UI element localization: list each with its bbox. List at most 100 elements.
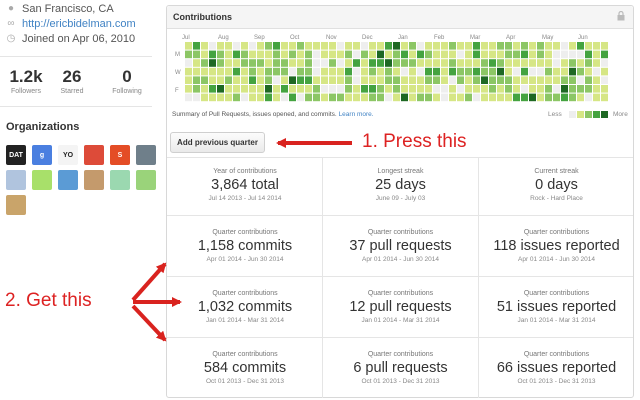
contribution-day[interactable] xyxy=(281,42,288,50)
contribution-day[interactable] xyxy=(593,59,600,67)
contribution-day[interactable] xyxy=(401,42,408,50)
contribution-day[interactable] xyxy=(441,67,448,76)
contribution-day[interactable] xyxy=(249,50,256,59)
contribution-day[interactable] xyxy=(345,50,352,59)
contribution-day[interactable] xyxy=(449,76,456,84)
contribution-day[interactable] xyxy=(313,42,320,50)
contribution-day[interactable] xyxy=(497,50,504,59)
contribution-day[interactable] xyxy=(249,85,256,93)
contribution-day[interactable] xyxy=(593,93,600,102)
contribution-day[interactable] xyxy=(521,85,528,93)
contribution-day[interactable] xyxy=(537,59,544,67)
contribution-day[interactable] xyxy=(193,93,200,102)
contribution-day[interactable] xyxy=(241,85,248,93)
contribution-day[interactable] xyxy=(577,85,584,93)
contribution-day[interactable] xyxy=(297,50,304,59)
contribution-day[interactable] xyxy=(489,85,496,93)
contribution-day[interactable] xyxy=(265,67,272,76)
contribution-day[interactable] xyxy=(313,67,320,76)
contribution-day[interactable] xyxy=(225,59,232,67)
contribution-day[interactable] xyxy=(569,67,576,76)
contribution-day[interactable] xyxy=(433,93,440,102)
contribution-day[interactable] xyxy=(593,50,600,59)
contribution-day[interactable] xyxy=(201,93,208,102)
contribution-day[interactable] xyxy=(505,76,512,84)
contribution-day[interactable] xyxy=(297,42,304,50)
contribution-day[interactable] xyxy=(313,50,320,59)
contribution-day[interactable] xyxy=(377,76,384,84)
contribution-day[interactable] xyxy=(313,76,320,84)
contribution-day[interactable] xyxy=(473,59,480,67)
contribution-day[interactable] xyxy=(209,93,216,102)
contribution-day[interactable] xyxy=(537,85,544,93)
contribution-day[interactable] xyxy=(473,93,480,102)
contribution-day[interactable] xyxy=(449,42,456,50)
contribution-day[interactable] xyxy=(217,42,224,50)
contribution-day[interactable] xyxy=(305,42,312,50)
contribution-day[interactable] xyxy=(257,93,264,102)
contribution-day[interactable] xyxy=(353,93,360,102)
contribution-day[interactable] xyxy=(257,42,264,50)
contribution-day[interactable] xyxy=(553,85,560,93)
contribution-day[interactable] xyxy=(369,85,376,93)
contribution-day[interactable] xyxy=(505,42,512,50)
contribution-day[interactable] xyxy=(321,50,328,59)
contribution-day[interactable] xyxy=(585,59,592,67)
contribution-day[interactable] xyxy=(217,59,224,67)
contribution-day[interactable] xyxy=(521,76,528,84)
contribution-day[interactable] xyxy=(241,76,248,84)
contribution-day[interactable] xyxy=(409,93,416,102)
organization-avatar[interactable] xyxy=(58,170,78,190)
contribution-day[interactable] xyxy=(265,50,272,59)
contribution-day[interactable] xyxy=(441,85,448,93)
contribution-day[interactable] xyxy=(585,93,592,102)
contribution-day[interactable] xyxy=(401,59,408,67)
contribution-day[interactable] xyxy=(505,59,512,67)
organization-avatar[interactable] xyxy=(110,170,130,190)
contribution-day[interactable] xyxy=(257,76,264,84)
contribution-day[interactable] xyxy=(441,50,448,59)
contribution-day[interactable] xyxy=(273,85,280,93)
contribution-day[interactable] xyxy=(305,59,312,67)
contribution-day[interactable] xyxy=(585,67,592,76)
contribution-day[interactable] xyxy=(321,85,328,93)
contribution-day[interactable] xyxy=(361,85,368,93)
contribution-day[interactable] xyxy=(385,42,392,50)
contribution-day[interactable] xyxy=(585,42,592,50)
contribution-day[interactable] xyxy=(401,50,408,59)
contribution-day[interactable] xyxy=(577,93,584,102)
contribution-day[interactable] xyxy=(457,42,464,50)
contribution-day[interactable] xyxy=(329,93,336,102)
contribution-day[interactable] xyxy=(561,59,568,67)
contribution-day[interactable] xyxy=(449,59,456,67)
contribution-day[interactable] xyxy=(441,93,448,102)
contribution-day[interactable] xyxy=(329,85,336,93)
contribution-day[interactable] xyxy=(201,42,208,50)
contribution-day[interactable] xyxy=(313,85,320,93)
contribution-day[interactable] xyxy=(441,76,448,84)
contribution-day[interactable] xyxy=(457,50,464,59)
contribution-day[interactable] xyxy=(353,42,360,50)
contribution-day[interactable] xyxy=(465,93,472,102)
contribution-day[interactable] xyxy=(337,85,344,93)
contribution-day[interactable] xyxy=(361,42,368,50)
contribution-day[interactable] xyxy=(377,67,384,76)
contribution-day[interactable] xyxy=(505,93,512,102)
contribution-day[interactable] xyxy=(433,50,440,59)
contribution-day[interactable] xyxy=(553,42,560,50)
contribution-day[interactable] xyxy=(361,50,368,59)
contribution-day[interactable] xyxy=(305,67,312,76)
contribution-day[interactable] xyxy=(529,93,536,102)
contribution-day[interactable] xyxy=(361,59,368,67)
contribution-day[interactable] xyxy=(233,93,240,102)
contribution-day[interactable] xyxy=(425,93,432,102)
contribution-day[interactable] xyxy=(393,93,400,102)
organization-avatar[interactable] xyxy=(6,195,26,215)
organization-avatar[interactable] xyxy=(84,145,104,165)
contribution-day[interactable] xyxy=(233,85,240,93)
contribution-day[interactable] xyxy=(217,85,224,93)
contribution-day[interactable] xyxy=(601,67,608,76)
contribution-day[interactable] xyxy=(321,76,328,84)
contribution-day[interactable] xyxy=(313,93,320,102)
contribution-day[interactable] xyxy=(425,42,432,50)
